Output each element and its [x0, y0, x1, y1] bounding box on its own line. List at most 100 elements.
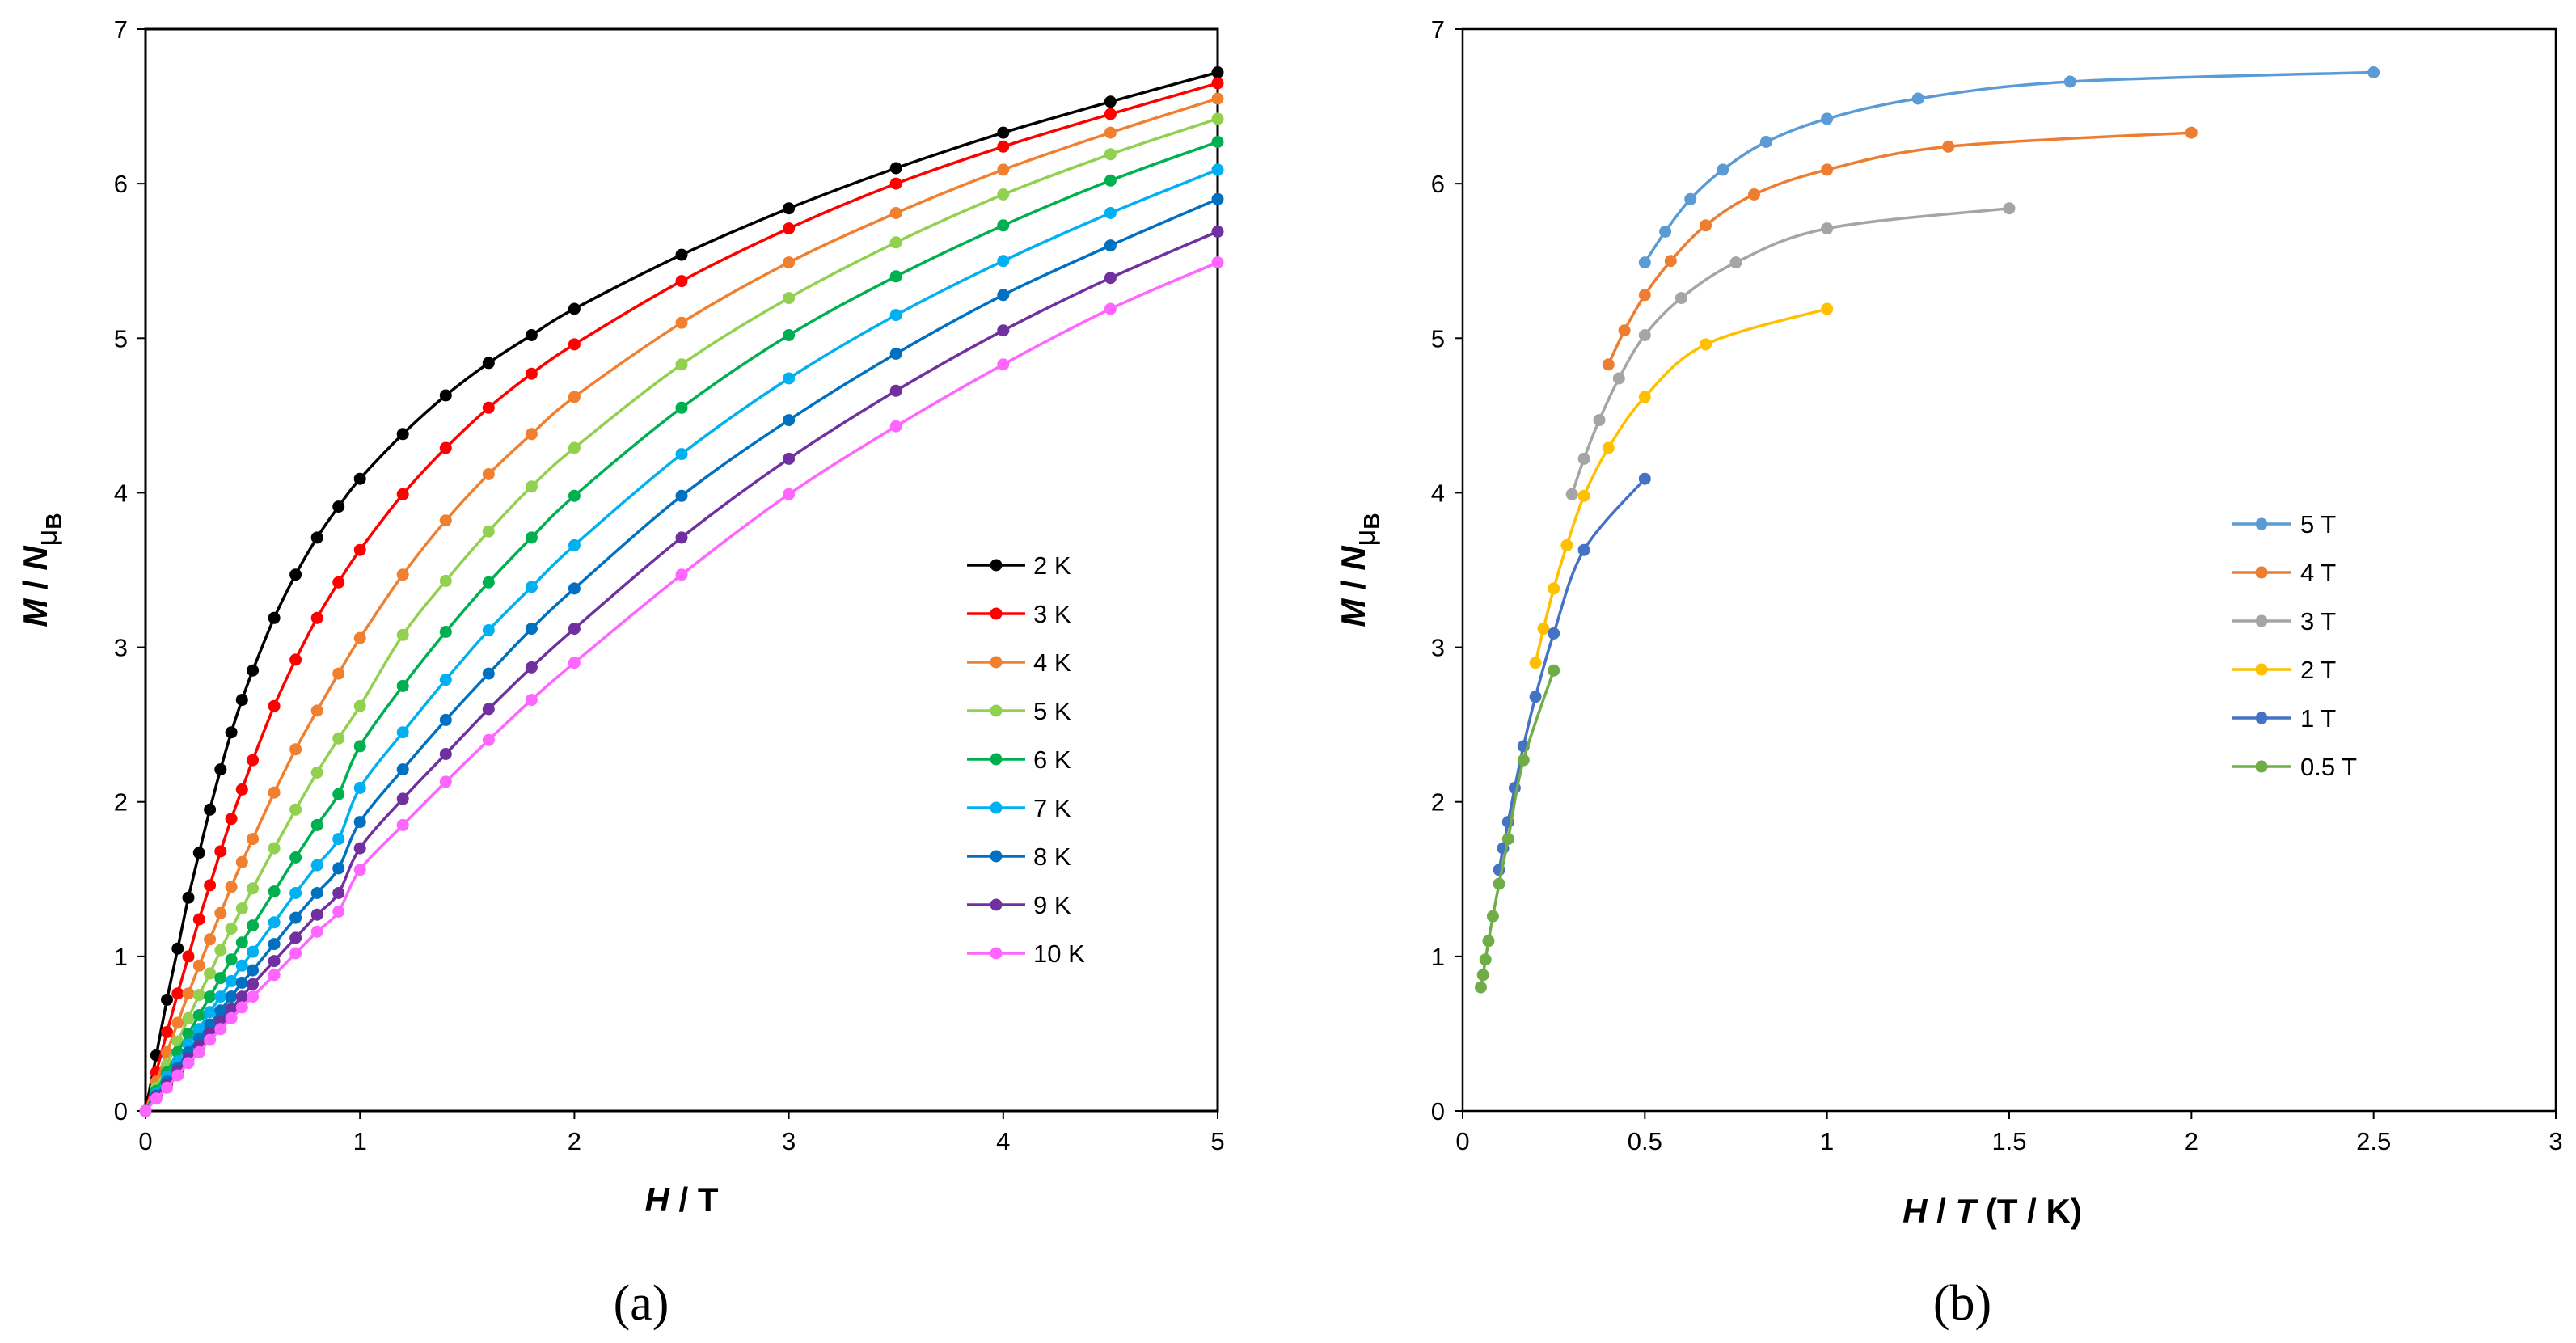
- legend-label-8-k: 8 K: [1033, 843, 1071, 871]
- data-point-4-k: [482, 468, 495, 480]
- data-point-6-k: [310, 818, 323, 831]
- data-point-3-k: [568, 338, 581, 351]
- data-point-2-k: [675, 248, 688, 261]
- y-tick-label: 5: [114, 324, 128, 353]
- data-point-6-k: [289, 851, 302, 864]
- legend-label-4-t: 4 T: [2300, 559, 2336, 587]
- y-tick-label: 2: [114, 788, 128, 817]
- data-point-10-k: [268, 969, 281, 982]
- data-point-10-k: [182, 1057, 195, 1070]
- data-point-2-k: [161, 993, 173, 1006]
- data-point-3-t: [1821, 222, 1834, 235]
- data-point-8-k: [396, 763, 409, 776]
- y-label-sub-b: B: [1359, 513, 1384, 529]
- data-point-8-k: [289, 911, 302, 924]
- panel-b-plot-frame: [1461, 27, 2557, 1113]
- panel-a-series-layer: [139, 66, 1224, 1117]
- data-point-2-k: [268, 611, 281, 624]
- data-point-6-k: [353, 740, 366, 753]
- data-point-9-k: [310, 908, 323, 921]
- legend-entry-4-t: 4 T: [2232, 559, 2336, 587]
- x-tick-label: 4: [996, 1127, 1010, 1155]
- legend-entry-7-k: 7 K: [967, 794, 1071, 822]
- data-point-8-k: [268, 938, 281, 951]
- data-point-3-k: [525, 367, 538, 380]
- data-point-5-k: [1104, 148, 1117, 161]
- data-point-4-k: [332, 667, 345, 680]
- data-point-5-t: [2063, 75, 2076, 88]
- data-point-0-5-t: [1501, 833, 1514, 846]
- legend-entry-6-k: 6 K: [967, 745, 1071, 774]
- data-point-4-k: [192, 959, 205, 972]
- data-point-3-t: [1565, 488, 1578, 500]
- data-point-3-k: [192, 913, 205, 926]
- data-point-0-5-t: [1548, 664, 1560, 677]
- data-point-0-5-t: [1476, 969, 1489, 982]
- data-point-8-k: [235, 976, 248, 989]
- data-point-8-k: [1211, 192, 1224, 205]
- data-point-10-k: [225, 1011, 238, 1024]
- data-point-6-k: [235, 936, 248, 949]
- data-point-2-k: [396, 428, 409, 441]
- data-point-5-t: [2367, 66, 2380, 78]
- data-point-4-t: [1664, 255, 1677, 268]
- data-point-0-5-t: [1482, 935, 1495, 948]
- legend-entry-2-t: 2 T: [2232, 656, 2336, 684]
- y-tick-label: 2: [1431, 788, 1445, 817]
- data-point-2-k: [439, 389, 452, 402]
- y-label-sub-mu: μ: [1348, 530, 1381, 547]
- series-7-k: [139, 163, 1224, 1117]
- data-point-8-k: [439, 713, 452, 726]
- data-point-4-t: [1821, 163, 1834, 176]
- data-point-0-5-t: [1493, 877, 1505, 890]
- data-point-7-k: [225, 974, 238, 987]
- data-point-6-k: [889, 270, 902, 283]
- panel-a-legend: 2 K 3 K 4 K 5 K 6 K 7 K 8 K 9 K 10 K: [967, 551, 1085, 968]
- series-4-t: [1602, 126, 2198, 371]
- data-point-7-k: [783, 372, 796, 385]
- data-point-8-k: [214, 1004, 227, 1017]
- data-point-2-t: [1638, 391, 1651, 403]
- data-point-3-k: [289, 653, 302, 666]
- data-point-8-k: [675, 489, 688, 502]
- data-point-3-t: [1729, 256, 1742, 269]
- data-point-5-k: [289, 803, 302, 816]
- data-point-3-t: [1674, 292, 1687, 305]
- data-point-2-k: [204, 803, 217, 816]
- data-point-2-k: [1104, 95, 1117, 108]
- data-point-10-k: [310, 925, 323, 938]
- x-tick-label: 3: [2549, 1127, 2562, 1155]
- panel-b-label: (b): [1933, 1276, 1991, 1331]
- data-point-2-k: [225, 726, 238, 739]
- panel-b-x-axis-ticks: 0 0.5 1 1.5 2 2.5 3: [1455, 1111, 2563, 1155]
- data-point-9-k: [268, 955, 281, 968]
- data-point-5-k: [332, 732, 345, 745]
- data-point-6-k: [568, 489, 581, 502]
- x-label-var-h: H: [644, 1180, 670, 1218]
- panel-a-x-axis-ticks: 0 1 2 3 4 5: [138, 1111, 1225, 1155]
- data-point-9-k: [247, 978, 260, 990]
- y-label-sub-b: B: [41, 513, 66, 529]
- data-point-3-k: [204, 879, 217, 892]
- data-point-2-t: [1548, 582, 1560, 595]
- x-tick-label: 0: [138, 1127, 152, 1155]
- data-point-2-k: [247, 664, 260, 677]
- data-point-6-k: [1211, 136, 1224, 148]
- series-3-t: [1565, 202, 2016, 500]
- data-point-5-k: [482, 525, 495, 538]
- panel-a-y-axis-ticks: 0 1 2 3 4 5 6 7: [114, 15, 146, 1126]
- data-point-2-k: [214, 763, 227, 776]
- panel-b-series-layer: [1475, 66, 2380, 994]
- data-point-10-k: [192, 1045, 205, 1058]
- data-point-10-k: [675, 568, 688, 581]
- legend-label-10-k: 10 K: [1033, 940, 1085, 968]
- legend-entry-3-k: 3 K: [967, 600, 1071, 628]
- data-point-5-k: [889, 236, 902, 249]
- y-tick-label: 3: [1431, 634, 1445, 662]
- series-line-3-t: [1570, 206, 2010, 495]
- data-point-1-t: [1529, 691, 1542, 703]
- data-point-2-k: [289, 568, 302, 581]
- data-point-3-k: [1211, 77, 1224, 90]
- legend-marker-4-t: [2255, 566, 2268, 579]
- data-point-8-k: [247, 964, 260, 977]
